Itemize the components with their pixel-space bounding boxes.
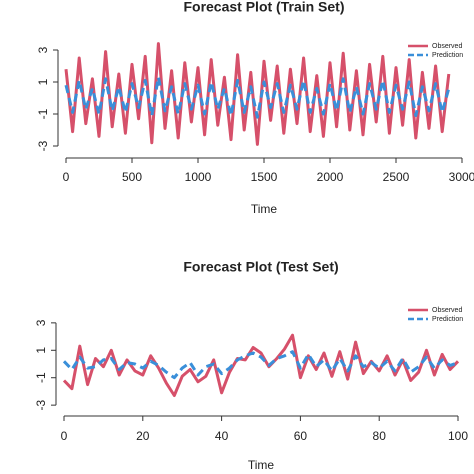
x-tick-label: 0 [63, 170, 70, 184]
x-axis-label: Time [248, 458, 275, 472]
legend-label: Prediction [432, 52, 463, 59]
x-tick-label: 80 [373, 429, 387, 443]
x-tick-label: 1000 [185, 170, 212, 184]
series-line [64, 75, 451, 119]
x-tick-label: 40 [215, 429, 229, 443]
y-tick-label: 3 [36, 46, 50, 53]
chart-title: Forecast Plot (Test Set) [183, 259, 338, 275]
series-line [62, 350, 459, 380]
x-axis-label: Time [251, 202, 278, 216]
series-line [64, 42, 451, 146]
x-tick-label: 1500 [251, 170, 278, 184]
y-tick-label: 1 [34, 347, 48, 354]
x-tick-label: 2000 [317, 170, 344, 184]
x-tick-label: 500 [122, 170, 142, 184]
x-tick-label: 0 [61, 429, 68, 443]
x-tick-label: 2500 [383, 170, 410, 184]
y-tick-label: -3 [34, 399, 48, 410]
y-tick-label: -3 [36, 140, 50, 151]
y-tick-label: 3 [34, 319, 48, 326]
x-tick-label: 3000 [449, 170, 474, 184]
y-tick-label: -1 [36, 108, 50, 119]
legend-label: Observed [432, 307, 462, 314]
x-tick-label: 60 [294, 429, 308, 443]
chart-title: Forecast Plot (Train Set) [183, 0, 344, 15]
legend-label: Prediction [432, 316, 463, 323]
x-tick-label: 100 [448, 429, 468, 443]
x-tick-label: 20 [136, 429, 150, 443]
y-tick-label: -1 [34, 372, 48, 383]
y-tick-label: 1 [36, 78, 50, 85]
legend-label: Observed [432, 43, 462, 50]
